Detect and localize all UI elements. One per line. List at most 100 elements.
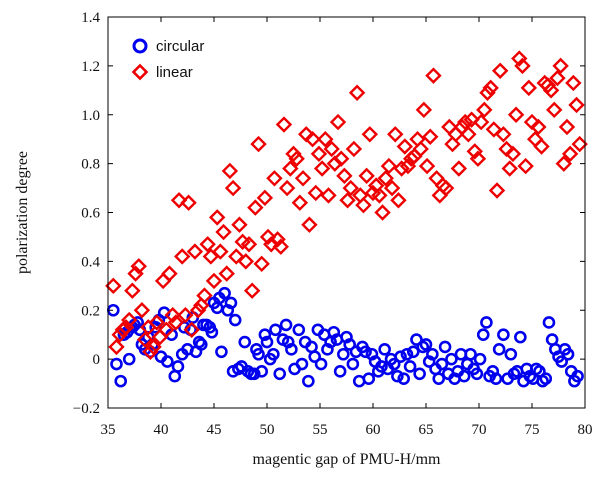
data-point-linear	[542, 82, 560, 99]
data-point-circular	[464, 347, 477, 361]
data-point-linear	[355, 196, 372, 214]
data-point-circular	[260, 335, 274, 349]
data-point-linear	[158, 321, 175, 338]
data-point-linear	[393, 160, 410, 177]
data-point-linear	[533, 138, 550, 155]
data-point-circular	[445, 352, 458, 366]
data-point-linear	[167, 314, 185, 331]
data-point-linear	[514, 57, 531, 75]
data-point-linear	[130, 258, 147, 275]
data-point-linear	[124, 282, 141, 299]
y-tick-label: 1.4	[81, 10, 100, 26]
data-point-circular	[555, 355, 568, 368]
data-point-linear	[212, 243, 229, 260]
legend-circular-label: circular	[156, 38, 204, 55]
data-point-circular	[397, 372, 411, 385]
data-point-circular	[295, 357, 309, 371]
data-point-linear	[558, 118, 576, 136]
data-point-linear	[177, 306, 194, 324]
data-point-linear	[240, 236, 258, 253]
data-point-linear	[310, 145, 328, 163]
series-circular-marks	[107, 286, 584, 388]
data-point-linear	[387, 126, 404, 143]
data-point-linear	[485, 121, 503, 138]
legend-circular-marker	[132, 38, 148, 54]
data-point-linear	[193, 297, 210, 314]
data-point-circular	[252, 347, 265, 361]
data-point-linear	[136, 331, 154, 348]
data-point-linear	[105, 277, 122, 295]
data-point-linear	[336, 167, 353, 185]
data-point-linear	[546, 101, 563, 119]
data-point-linear	[469, 150, 487, 167]
data-point-linear	[269, 231, 286, 248]
data-point-linear	[247, 199, 264, 216]
data-point-circular	[314, 357, 328, 371]
data-point-circular	[292, 323, 306, 337]
data-point-linear	[196, 287, 213, 304]
data-point-linear	[294, 170, 312, 187]
data-point-circular	[215, 345, 228, 359]
data-point-linear	[183, 321, 200, 338]
x-tick-label: 75	[525, 422, 540, 438]
data-point-circular	[192, 335, 206, 349]
data-point-linear	[108, 338, 125, 356]
x-tick-label: 35	[101, 422, 116, 438]
data-point-linear	[301, 216, 318, 233]
data-point-linear	[333, 150, 350, 167]
data-point-circular	[302, 374, 315, 388]
data-point-circular	[406, 345, 420, 359]
data-point-linear	[278, 179, 296, 197]
data-point-linear	[282, 160, 299, 177]
data-point-circular	[224, 296, 238, 310]
data-point-linear	[517, 157, 534, 175]
data-point-circular	[426, 347, 439, 361]
x-tick-label: 70	[472, 422, 487, 438]
data-point-linear	[189, 302, 207, 319]
data-point-linear	[154, 272, 172, 290]
y-axis-ticks: −0.2 0 0.2 0.4 0.6 0.8 1.0 1.2 1.4	[73, 10, 585, 417]
legend-linear-marker	[131, 63, 149, 81]
data-point-linear	[460, 126, 477, 143]
data-point-linear	[371, 187, 388, 204]
data-point-circular	[403, 360, 417, 373]
x-tick-label: 40	[154, 422, 169, 438]
y-tick-label: 1.0	[81, 108, 100, 124]
data-point-circular	[255, 365, 269, 378]
data-point-circular	[285, 343, 298, 356]
data-point-circular	[359, 345, 372, 359]
data-point-linear	[396, 138, 413, 155]
data-point-linear	[549, 69, 566, 87]
y-tick-label: 0.6	[81, 206, 100, 222]
data-point-linear	[170, 192, 188, 209]
data-point-linear	[476, 101, 493, 119]
data-point-circular	[394, 350, 407, 363]
data-point-circular	[473, 352, 487, 366]
data-point-circular	[457, 369, 471, 383]
data-point-linear	[504, 145, 522, 163]
data-point-linear	[561, 145, 579, 163]
data-point-linear	[323, 140, 340, 158]
data-point-linear	[145, 338, 162, 356]
data-point-circular	[413, 367, 426, 381]
data-point-linear	[380, 157, 398, 175]
data-point-linear	[304, 130, 321, 148]
x-tick-label: 50	[260, 422, 275, 438]
data-point-circular	[492, 343, 506, 356]
data-point-circular	[362, 372, 376, 385]
data-point-linear	[472, 113, 490, 131]
data-point-linear	[285, 145, 302, 163]
y-tick-label: 0.2	[81, 303, 100, 319]
data-point-circular	[343, 338, 356, 351]
data-point-linear	[492, 62, 509, 79]
data-point-linear	[243, 282, 261, 299]
x-tick-label: 80	[578, 422, 593, 438]
data-point-circular	[238, 335, 252, 349]
data-point-linear	[390, 192, 407, 209]
x-tick-label: 60	[366, 422, 381, 438]
data-point-circular	[480, 316, 493, 329]
data-point-linear	[526, 130, 544, 148]
data-point-linear	[329, 113, 347, 131]
data-point-circular	[171, 360, 185, 373]
data-point-linear	[507, 106, 525, 123]
